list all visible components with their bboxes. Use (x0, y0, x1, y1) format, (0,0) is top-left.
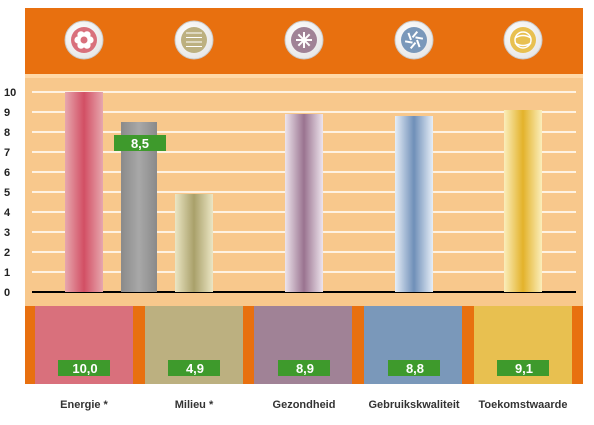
reference-value-label: 8,5 (131, 136, 149, 151)
value-label: 4,9 (186, 361, 204, 376)
y-tick-label: 8 (4, 127, 10, 139)
snow-arm (297, 33, 311, 47)
aperture-blade (409, 41, 417, 50)
globe-outline (514, 31, 532, 49)
bar (504, 110, 542, 292)
y-tick-label: 4 (4, 207, 11, 219)
flower-center (80, 36, 88, 44)
icon-disc (510, 27, 536, 53)
petal (86, 36, 94, 44)
value-badges: 10,0 4,9 8,9 8,8 9,1 (58, 360, 549, 376)
aperture-blade (404, 40, 413, 44)
category-label: Energie * (60, 399, 108, 411)
petal (83, 31, 91, 39)
y-tick-label: 5 (4, 187, 10, 199)
brick-wall-icon (174, 20, 214, 60)
y-tick-label: 1 (4, 267, 10, 279)
aperture-icon (394, 20, 434, 60)
bar (285, 114, 323, 292)
value-badge (278, 360, 330, 376)
y-axis-ticks: 0 1 2 3 4 5 6 7 8 9 10 (4, 87, 16, 299)
y-tick-label: 7 (4, 147, 10, 159)
category-label: Gebruikskwaliteit (368, 399, 460, 411)
petal (74, 36, 82, 44)
category-icons (64, 20, 543, 60)
category-label: Gezondheid (272, 399, 336, 411)
reference-value-badge (114, 135, 166, 151)
y-tick-label: 9 (4, 107, 10, 119)
icon-disc (401, 27, 427, 53)
aperture-blade (407, 32, 412, 41)
flower-icon (64, 20, 104, 60)
y-tick-label: 3 (4, 227, 10, 239)
value-label: 10,0 (72, 361, 97, 376)
aperture-blade (415, 36, 424, 40)
aperture-blade (416, 39, 421, 48)
petal (77, 31, 85, 39)
aperture-blade (411, 30, 419, 39)
y-tick-label: 0 (4, 287, 10, 299)
petal (77, 41, 85, 49)
bars: 8,5 (65, 92, 542, 292)
header-divider (25, 74, 583, 78)
snowflake-icon (284, 20, 324, 60)
value-label: 8,8 (406, 361, 424, 376)
value-badge (388, 360, 440, 376)
globe-lines (514, 34, 532, 47)
globe-icon (503, 20, 543, 60)
bar (395, 116, 433, 292)
value-badge (58, 360, 110, 376)
petal (83, 41, 91, 49)
value-label: 8,9 (296, 361, 314, 376)
bar (65, 92, 103, 292)
value-badge (168, 360, 220, 376)
y-tick-label: 10 (4, 87, 16, 99)
icon-disc (181, 27, 207, 53)
bar (175, 194, 213, 292)
value-badge (497, 360, 549, 376)
y-tick-label: 6 (4, 167, 10, 179)
value-label: 9,1 (515, 361, 533, 376)
y-tick-label: 2 (4, 247, 10, 259)
category-label: Milieu * (174, 399, 214, 411)
category-label: Toekomstwaarde (478, 399, 568, 411)
